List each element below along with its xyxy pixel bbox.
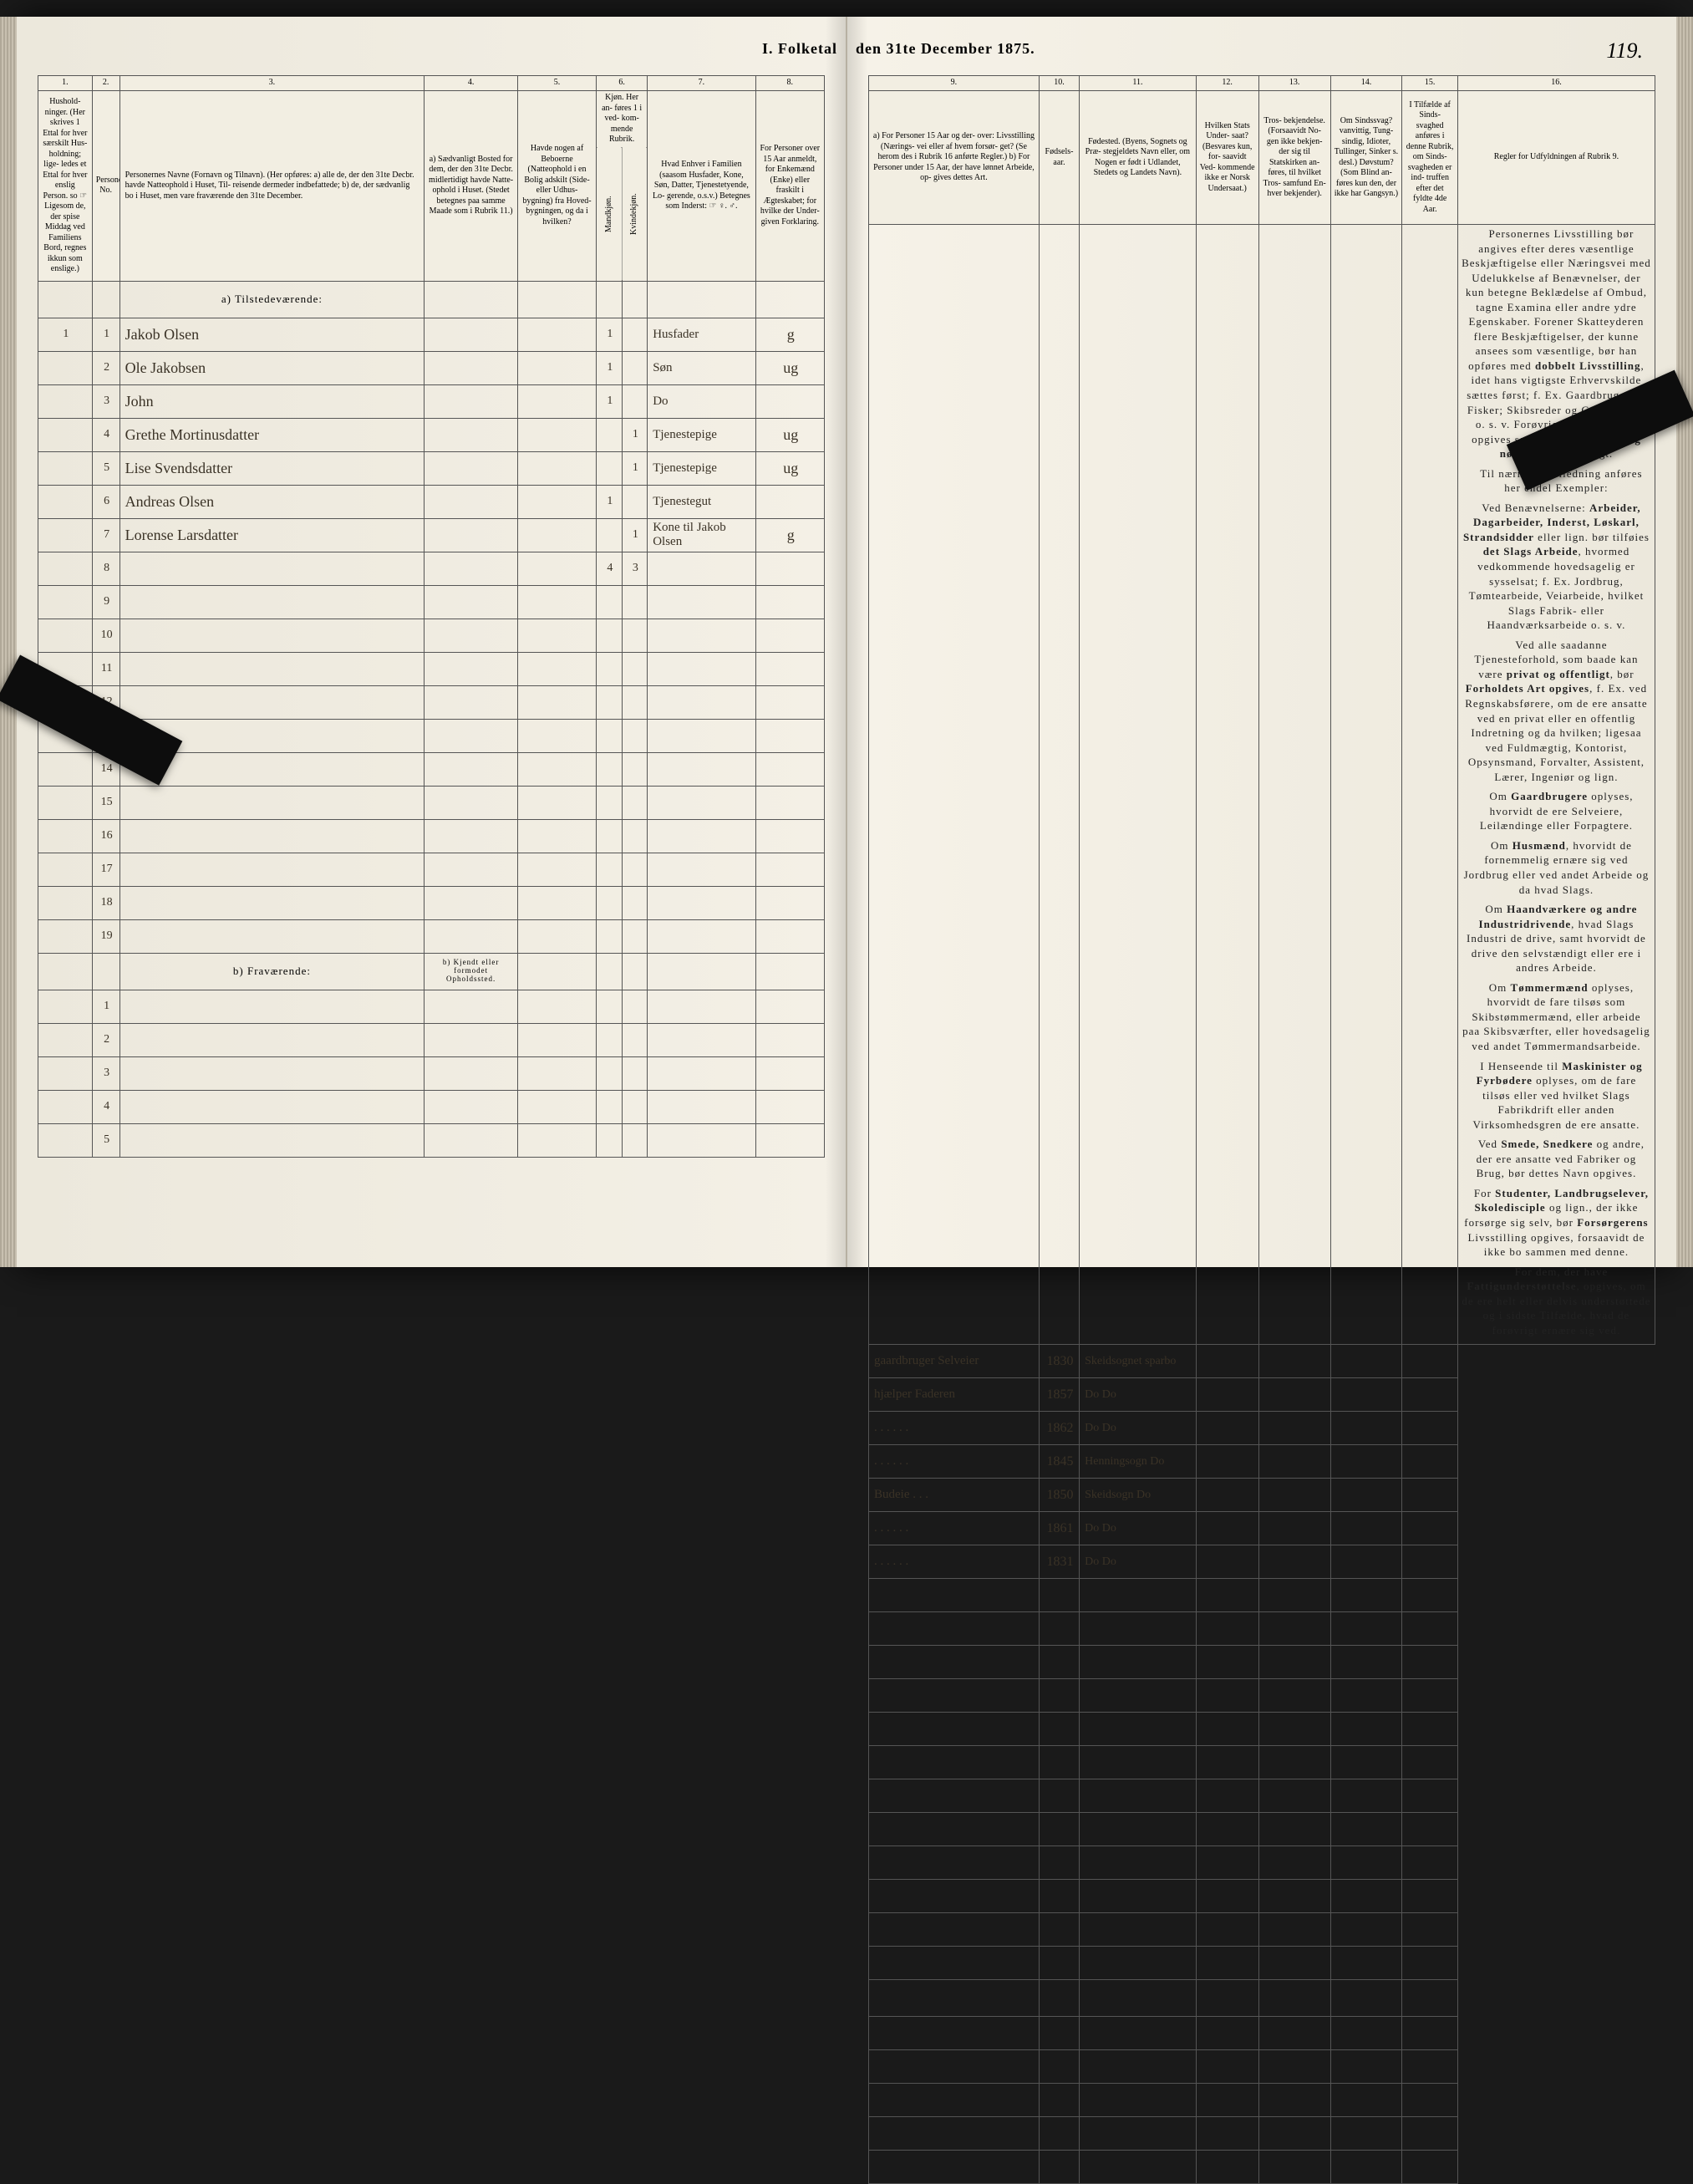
head-13: Tros- bekjendelse. (Forsaavidt No- gen i… (1258, 91, 1330, 225)
table-row (869, 1679, 1655, 1713)
table-row: 11 (38, 652, 825, 685)
section-b-note: b) Kjendt eller formodet Opholdssted. (425, 953, 518, 990)
head-12: Hvilken Stats Under- saat? (Besvares kun… (1196, 91, 1258, 225)
head-4: a) Sædvanligt Bosted for dem, der den 31… (425, 91, 518, 282)
colnum-3: 3. (119, 76, 425, 91)
colnum-16: 16. (1457, 76, 1655, 91)
table-row: gaardbruger Selveier1830Skeidsognet spar… (869, 1345, 1655, 1378)
head-8: For Personer over 15 Aar anmeldt, for En… (755, 91, 824, 282)
colnum-15: 15. (1402, 76, 1458, 91)
book-edge-right (1676, 17, 1693, 1267)
table-row: 5Lise Svendsdatter1Tjenestepigeug (38, 451, 825, 485)
table-row: 7Lorense Larsdatter1Kone til Jakob Olsen… (38, 518, 825, 552)
table-row: 12 (38, 685, 825, 719)
head-3: Personernes Navne (Fornavn og Tilnavn). … (119, 91, 425, 282)
title-right: den 31te December 1875. (847, 40, 1676, 58)
right-page: den 31te December 1875. 119. 9. 10. 11. … (847, 17, 1676, 1267)
table-row (869, 2017, 1655, 2050)
table-row (869, 1612, 1655, 1646)
ledger-book: I. Folketal 1. 2. 3. 4. 5. 6. 7. 8. Hush… (17, 17, 1676, 1267)
colnum-12: 12. (1196, 76, 1258, 91)
colnum-5: 5. (517, 76, 596, 91)
table-row (869, 1913, 1655, 1947)
total-k: 3 (622, 552, 648, 585)
table-row (869, 1846, 1655, 1880)
colnum-11: 11. (1080, 76, 1196, 91)
colnum-8: 8. (755, 76, 824, 91)
table-row: 1 (38, 990, 825, 1023)
colnum-4: 4. (425, 76, 518, 91)
section-a-label: a) Tilstedeværende: (119, 281, 425, 318)
table-row: 10 (38, 619, 825, 652)
left-page: I. Folketal 1. 2. 3. 4. 5. 6. 7. 8. Hush… (17, 17, 847, 1267)
head-1: Hushold- ninger. (Her skrives 1 Ettal fo… (38, 91, 93, 282)
section-b: b) Fraværende: b) Kjendt eller formodet … (38, 953, 825, 990)
table-row: 6Andreas Olsen1Tjenestegut (38, 485, 825, 518)
colnum-13: 13. (1258, 76, 1330, 91)
table-row: 5 (38, 1123, 825, 1157)
table-row: . . . . . .1831Do Do (869, 1545, 1655, 1579)
table-row (869, 1813, 1655, 1846)
table-row: 3John1Do (38, 384, 825, 418)
ledger-table-left: 1. 2. 3. 4. 5. 6. 7. 8. Hushold- ninger.… (38, 75, 825, 1158)
table-row: 19 (38, 919, 825, 953)
table-row (869, 1779, 1655, 1813)
table-row: Budeie . . .1850Skeidsogn Do (869, 1479, 1655, 1512)
table-row: 16 (38, 819, 825, 853)
table-row (869, 1713, 1655, 1746)
table-row: . . . . . .1845Henningsogn Do (869, 1445, 1655, 1479)
head-16: Regler for Udfyldningen af Rubrik 9. (1457, 91, 1655, 225)
table-row: 4 (38, 1090, 825, 1123)
table-row: hjælper Faderen1857Do Do (869, 1378, 1655, 1412)
head-6a: Mandkjøn. (597, 147, 623, 281)
table-row: 18 (38, 886, 825, 919)
table-row: 11Jakob Olsen1Husfaderg (38, 318, 825, 351)
table-row: 9 (38, 585, 825, 619)
totals-row: 8 4 3 (38, 552, 825, 585)
ledger-table-right: 9. 10. 11. 12. 13. 14. 15. 16. a) For Pe… (868, 75, 1655, 2184)
head-7: Hvad Enhver i Familien (saasom Husfader,… (648, 91, 755, 282)
table-row (869, 2117, 1655, 2151)
head-5: Havde nogen af Beboerne (Natteophold i e… (517, 91, 596, 282)
head-10: Fødsels- aar. (1039, 91, 1079, 225)
table-row: . . . . . .1861Do Do (869, 1512, 1655, 1545)
head-9: a) For Personer 15 Aar og der- over: Liv… (869, 91, 1040, 225)
table-row (869, 1947, 1655, 1980)
section-b-label: b) Fraværende: (119, 953, 425, 990)
colnum-9: 9. (869, 76, 1040, 91)
colnum-1: 1. (38, 76, 93, 91)
table-row: 17 (38, 853, 825, 886)
table-row: . . . . . .1862Do Do (869, 1412, 1655, 1445)
table-row (869, 2050, 1655, 2084)
book-edge-left (0, 17, 17, 1267)
section-a: a) Tilstedeværende: (38, 281, 825, 318)
colnum-6: 6. (597, 76, 648, 91)
table-row: 4Grethe Mortinusdatter1Tjenestepigeug (38, 418, 825, 451)
table-row (869, 2084, 1655, 2117)
head-6: Kjøn. Her an- føres 1 i ved- kom- mende … (597, 91, 648, 148)
title-left: I. Folketal (17, 40, 846, 58)
table-row: 15 (38, 786, 825, 819)
head-14: Om Sindssvag? vanvittig, Tung- sindig, I… (1330, 91, 1402, 225)
table-row: 2Ole Jakobsen1Sønug (38, 351, 825, 384)
colnum-14: 14. (1330, 76, 1402, 91)
table-row: 3 (38, 1056, 825, 1090)
head-2: Personernes No. (92, 91, 119, 282)
page-number: 119. (1606, 38, 1643, 64)
head-15: I Tilfælde af Sinds- svaghed anføres i d… (1402, 91, 1458, 225)
table-row: 2 (38, 1023, 825, 1056)
table-row (869, 1880, 1655, 1913)
colnum-2: 2. (92, 76, 119, 91)
table-row (869, 2151, 1655, 2184)
head-11: Fødested. (Byens, Sognets og Præ- stegje… (1080, 91, 1196, 225)
table-row (869, 1746, 1655, 1779)
head-6b: Kvindekjøn. (622, 147, 648, 281)
colnum-7: 7. (648, 76, 755, 91)
total-m: 4 (597, 552, 623, 585)
table-row (869, 1646, 1655, 1679)
colnum-10: 10. (1039, 76, 1079, 91)
